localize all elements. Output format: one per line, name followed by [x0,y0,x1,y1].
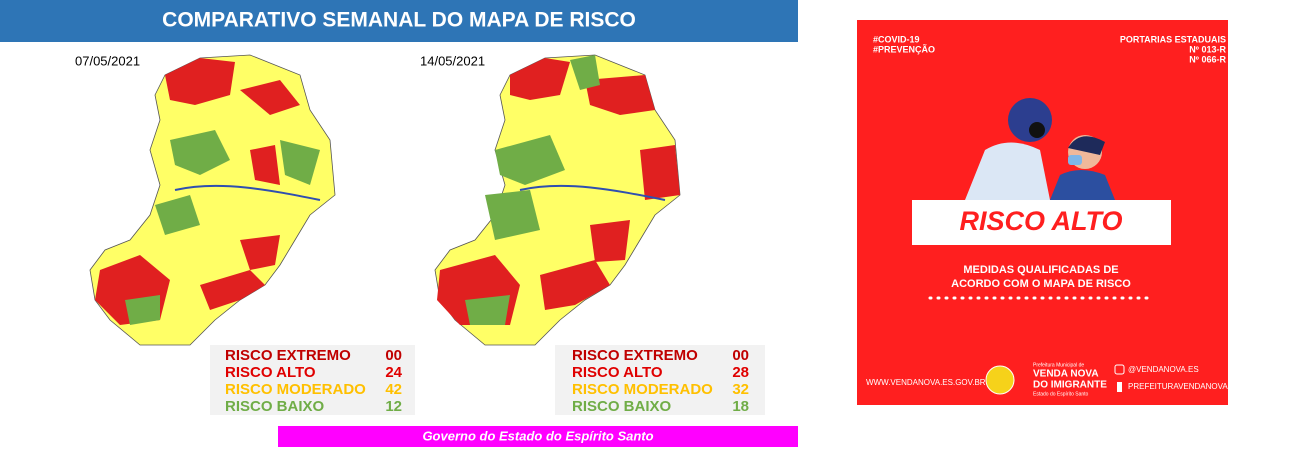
social: @VENDANOVA.ES [1128,365,1199,374]
legend-count: 12 [385,398,402,415]
tag: #COVID-19 [873,34,920,44]
risk-map [434,54,681,346]
social: PREFEITURAVENDANOVA [1128,382,1228,391]
legend-count: 24 [385,364,402,381]
portaria: Nº 013-R [1189,44,1226,54]
legend-label: RISCO ALTO [572,364,663,381]
portaria: Nº 066-R [1189,54,1226,64]
logo-text: VENDA NOVA [1033,369,1099,380]
instagram-icon [1114,364,1125,375]
footer: Governo do Estado do Espírito Santo [422,428,653,443]
map-date: 07/05/2021 [75,53,140,68]
banner [912,200,1171,245]
legend-label: RISCO ALTO [225,364,316,381]
banner-text: RISCO ALTO [959,206,1122,236]
legend-label: RISCO EXTREMO [225,347,351,364]
website: WWW.VENDANOVA.ES.GOV.BR [866,378,986,387]
message: MEDIDAS QUALIFICADAS DE [963,264,1118,276]
legend-count: 00 [385,347,402,364]
logo-emblem [985,365,1015,395]
legend-count: 18 [732,398,749,415]
logo-text: Estado do Espírito Santo [1033,391,1089,397]
facebook-icon [1117,382,1122,392]
message: ACORDO COM O MAPA DE RISCO [951,278,1131,290]
footer-bar [278,426,798,447]
legend-label: RISCO EXTREMO [572,347,698,364]
risk-map [89,54,336,346]
title: COMPARATIVO SEMANAL DO MAPA DE RISCO [162,9,636,32]
legend-box [555,345,765,415]
legend-count: 32 [732,381,749,398]
legend-count: 28 [732,364,749,381]
legend-label: RISCO MODERADO [225,381,366,398]
legend-count: 42 [385,381,402,398]
illustration [965,98,1115,200]
portaria: PORTARIAS ESTADUAIS [1120,34,1226,44]
legend: RISCO EXTREMO 00 RISCO ALTO 24 RISCO MOD… [225,347,749,415]
legend-label: RISCO MODERADO [572,381,713,398]
map-date: 14/05/2021 [420,53,485,68]
legend-label: RISCO BAIXO [572,398,672,415]
logo-text: Prefeitura Municipal de [1033,362,1084,368]
tag: #PREVENÇÃO [873,44,935,54]
legend-count: 00 [732,347,749,364]
legend-label: RISCO BAIXO [225,398,325,415]
logo-text: DO IMIGRANTE [1033,380,1107,391]
legend-box [210,345,415,415]
title-bar [0,0,798,42]
